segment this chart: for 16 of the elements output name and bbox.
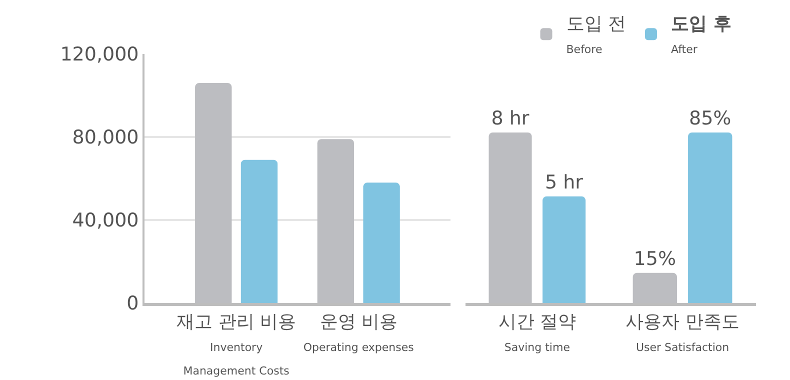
bar: [240, 160, 278, 303]
y-tick-label: 80,000: [72, 126, 139, 149]
data-label: 8 hr: [491, 107, 530, 130]
x-tick-label: 시간 절약 Saving time: [498, 312, 576, 354]
x-tick-label: 운영 비용 Operating expenses: [303, 312, 414, 354]
data-label: 15%: [634, 248, 676, 270]
y-tick-label: 120,000: [60, 44, 139, 66]
data-label: 85%: [689, 107, 732, 130]
x-tick-label: 재고 관리 비용 Inventory Management Costs: [176, 312, 296, 378]
y-tick-label: 40,000: [72, 210, 139, 232]
bar: [363, 182, 400, 303]
legend-label: 도입 후 After: [670, 13, 732, 56]
x-tick-label: 사용자 만족도 User Satisfaction: [626, 312, 740, 354]
y-tick-label: 0: [126, 292, 139, 315]
data-label: 5 hr: [544, 171, 584, 194]
legend-label: 도입 전 Before: [566, 13, 626, 56]
